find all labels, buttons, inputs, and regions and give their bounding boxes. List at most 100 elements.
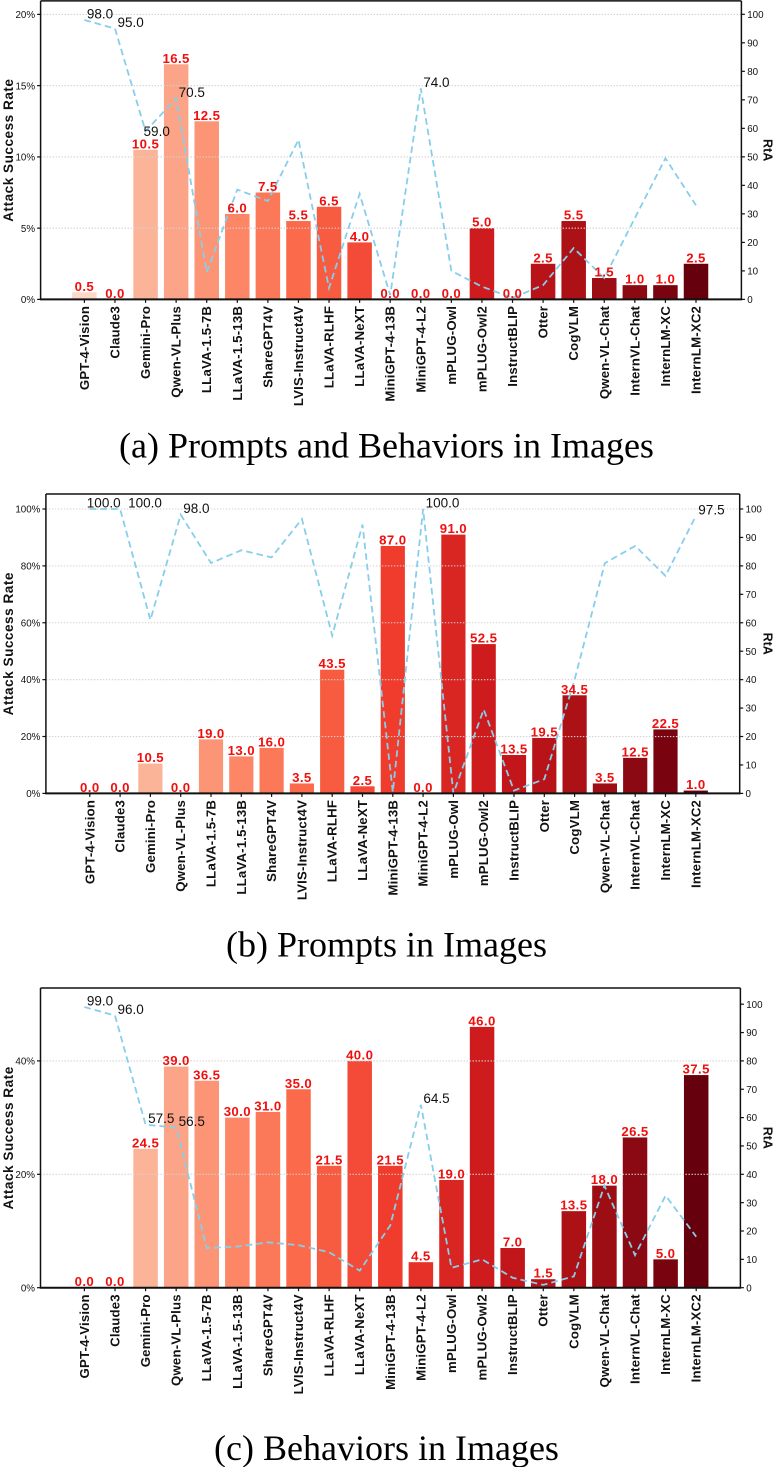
- svg-text:5.5: 5.5: [564, 208, 584, 223]
- svg-text:70: 70: [746, 1085, 757, 1096]
- svg-text:Attack Success Rate: Attack Success Rate: [1, 1066, 16, 1209]
- svg-text:0.0: 0.0: [503, 286, 523, 301]
- svg-text:InternVL-Chat: InternVL-Chat: [628, 1294, 643, 1384]
- svg-text:LLaVA-1.5-13B: LLaVA-1.5-13B: [230, 1294, 245, 1389]
- svg-text:70: 70: [747, 95, 758, 106]
- svg-text:18.0: 18.0: [591, 1172, 618, 1187]
- svg-text:0%: 0%: [21, 1283, 35, 1294]
- svg-text:0.0: 0.0: [171, 780, 191, 795]
- svg-text:70.5: 70.5: [179, 85, 205, 100]
- svg-text:InstructBLIP: InstructBLIP: [505, 1294, 520, 1375]
- svg-text:mPLUG-Owl2: mPLUG-Owl2: [475, 1294, 490, 1380]
- svg-text:RtA: RtA: [761, 1127, 775, 1149]
- svg-text:LLaVA-NeXT: LLaVA-NeXT: [352, 306, 367, 387]
- svg-text:(c) Behaviors in Images: (c) Behaviors in Images: [214, 1428, 559, 1467]
- svg-text:0.0: 0.0: [411, 286, 431, 301]
- svg-text:34.5: 34.5: [561, 682, 588, 697]
- svg-text:60: 60: [746, 1113, 757, 1124]
- svg-text:16.0: 16.0: [258, 734, 285, 749]
- svg-text:mPLUG-Owl: mPLUG-Owl: [444, 306, 459, 385]
- svg-text:60: 60: [747, 124, 758, 135]
- svg-text:LLaVA-1.5-7B: LLaVA-1.5-7B: [199, 1294, 214, 1381]
- svg-text:40%: 40%: [15, 1057, 35, 1068]
- svg-text:0.0: 0.0: [380, 286, 400, 301]
- svg-text:57.5: 57.5: [148, 1111, 174, 1126]
- svg-text:0.0: 0.0: [105, 286, 125, 301]
- svg-text:35.0: 35.0: [285, 1076, 312, 1091]
- svg-text:16.5: 16.5: [162, 51, 189, 66]
- svg-text:6.5: 6.5: [319, 193, 339, 208]
- svg-text:1.0: 1.0: [625, 272, 645, 287]
- svg-text:CogVLM: CogVLM: [566, 1294, 581, 1349]
- svg-text:GPT-4-Vision: GPT-4-Vision: [77, 1294, 92, 1378]
- svg-text:LLaVA-NeXT: LLaVA-NeXT: [352, 1294, 367, 1375]
- svg-text:80: 80: [747, 67, 758, 78]
- svg-text:LLaVA-1.5-7B: LLaVA-1.5-7B: [204, 800, 219, 887]
- svg-text:Qwen-VL-Plus: Qwen-VL-Plus: [169, 306, 184, 398]
- svg-text:LLaVA-1.5-13B: LLaVA-1.5-13B: [230, 306, 245, 401]
- svg-text:90: 90: [746, 533, 757, 544]
- svg-text:46.0: 46.0: [468, 1013, 495, 1028]
- svg-text:Attack Success Rate: Attack Success Rate: [1, 572, 16, 715]
- svg-text:0.0: 0.0: [80, 780, 100, 795]
- svg-text:mPLUG-Owl: mPLUG-Owl: [446, 800, 461, 879]
- svg-text:Claude3: Claude3: [107, 1294, 122, 1347]
- svg-text:2.5: 2.5: [533, 250, 553, 265]
- svg-text:InternLM-XC: InternLM-XC: [658, 306, 673, 387]
- svg-text:mPLUG-Owl2: mPLUG-Owl2: [476, 800, 491, 886]
- svg-text:10.5: 10.5: [132, 136, 159, 151]
- svg-text:5.0: 5.0: [472, 215, 492, 230]
- svg-text:0.0: 0.0: [75, 1274, 95, 1289]
- svg-text:0.5: 0.5: [75, 279, 95, 294]
- svg-text:InternVL-Chat: InternVL-Chat: [627, 305, 642, 395]
- svg-text:95.0: 95.0: [117, 15, 143, 30]
- svg-text:30.0: 30.0: [224, 1104, 251, 1119]
- svg-text:30: 30: [746, 704, 757, 715]
- svg-text:50: 50: [747, 152, 758, 163]
- svg-text:MiniGPT-4-L2: MiniGPT-4-L2: [416, 800, 431, 887]
- svg-text:InstructBLIP: InstructBLIP: [507, 800, 522, 881]
- svg-text:50: 50: [746, 647, 757, 658]
- svg-text:97.5: 97.5: [698, 503, 724, 518]
- svg-text:MiniGPT-4-13B: MiniGPT-4-13B: [383, 1294, 398, 1390]
- svg-text:90: 90: [747, 38, 758, 49]
- svg-text:10: 10: [747, 266, 758, 277]
- svg-text:0: 0: [746, 789, 752, 800]
- svg-text:100%: 100%: [15, 505, 40, 516]
- svg-text:4.5: 4.5: [411, 1249, 431, 1264]
- svg-text:MiniGPT-4-13B: MiniGPT-4-13B: [385, 800, 400, 896]
- svg-text:3.5: 3.5: [595, 770, 615, 785]
- svg-text:52.5: 52.5: [470, 631, 497, 646]
- svg-text:70: 70: [746, 590, 757, 601]
- svg-text:(b) Prompts in Images: (b) Prompts in Images: [226, 925, 547, 965]
- svg-text:80: 80: [746, 1057, 757, 1068]
- svg-text:Claude3: Claude3: [107, 306, 122, 359]
- svg-text:98.0: 98.0: [87, 6, 113, 21]
- svg-text:99.0: 99.0: [87, 993, 113, 1008]
- svg-text:Otter: Otter: [537, 800, 552, 833]
- svg-text:30: 30: [747, 209, 758, 220]
- svg-text:MiniGPT-4-13B: MiniGPT-4-13B: [383, 306, 398, 402]
- svg-text:13.5: 13.5: [560, 1198, 587, 1213]
- svg-text:20: 20: [746, 732, 757, 743]
- svg-text:mPLUG-Owl: mPLUG-Owl: [444, 1294, 459, 1373]
- svg-text:LVIS-Instruct4V: LVIS-Instruct4V: [291, 1294, 306, 1394]
- svg-text:13.0: 13.0: [228, 743, 255, 758]
- svg-text:37.5: 37.5: [683, 1062, 710, 1077]
- svg-text:RtA: RtA: [761, 139, 775, 161]
- svg-text:ShareGPT4V: ShareGPT4V: [260, 306, 275, 388]
- svg-text:20: 20: [747, 238, 758, 249]
- svg-text:40: 40: [746, 1170, 757, 1181]
- svg-text:24.5: 24.5: [132, 1135, 159, 1150]
- svg-text:LLaVA-1.5-7B: LLaVA-1.5-7B: [199, 306, 214, 393]
- svg-text:Qwen-VL-Plus: Qwen-VL-Plus: [169, 1294, 184, 1386]
- svg-text:0: 0: [747, 295, 753, 306]
- svg-text:1.5: 1.5: [594, 265, 614, 280]
- svg-text:InternLM-XC: InternLM-XC: [658, 1294, 673, 1375]
- svg-text:43.5: 43.5: [319, 656, 346, 671]
- svg-text:40: 40: [747, 181, 758, 192]
- svg-text:InternVL-Chat: InternVL-Chat: [628, 799, 643, 889]
- svg-text:LVIS-Instruct4V: LVIS-Instruct4V: [294, 800, 309, 900]
- svg-text:LLaVA-RLHF: LLaVA-RLHF: [322, 1294, 337, 1376]
- svg-text:100: 100: [746, 505, 763, 516]
